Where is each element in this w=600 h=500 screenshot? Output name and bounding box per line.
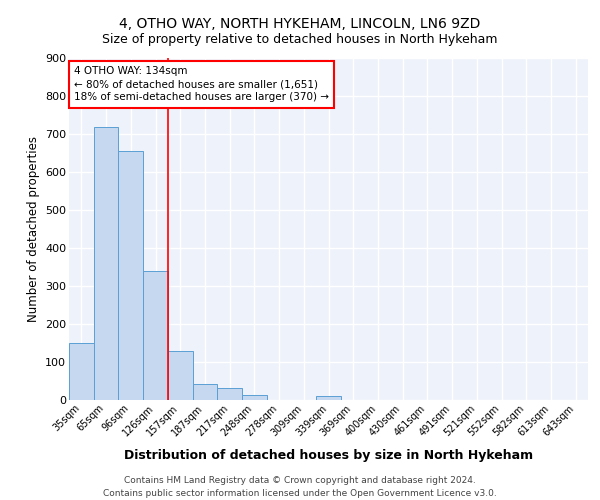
- Text: Contains HM Land Registry data © Crown copyright and database right 2024.
Contai: Contains HM Land Registry data © Crown c…: [103, 476, 497, 498]
- Bar: [316, 396, 341, 400]
- Text: 4 OTHO WAY: 134sqm
← 80% of detached houses are smaller (1,651)
18% of semi-deta: 4 OTHO WAY: 134sqm ← 80% of detached hou…: [74, 66, 329, 102]
- Text: 4, OTHO WAY, NORTH HYKEHAM, LINCOLN, LN6 9ZD: 4, OTHO WAY, NORTH HYKEHAM, LINCOLN, LN6…: [119, 18, 481, 32]
- Bar: [168, 350, 193, 400]
- Bar: [193, 384, 217, 400]
- Bar: [242, 396, 267, 400]
- Bar: [143, 270, 168, 400]
- Text: Size of property relative to detached houses in North Hykeham: Size of property relative to detached ho…: [102, 32, 498, 46]
- Bar: [118, 152, 143, 400]
- X-axis label: Distribution of detached houses by size in North Hykeham: Distribution of detached houses by size …: [124, 449, 533, 462]
- Bar: [69, 343, 94, 400]
- Bar: [94, 127, 118, 400]
- Y-axis label: Number of detached properties: Number of detached properties: [26, 136, 40, 322]
- Bar: [217, 388, 242, 400]
